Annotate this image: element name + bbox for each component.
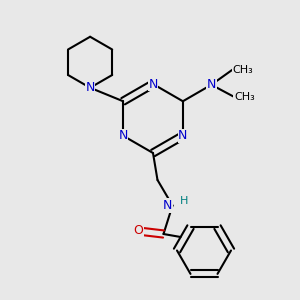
Text: N: N	[207, 78, 216, 91]
Text: CH₃: CH₃	[234, 92, 255, 102]
Text: N: N	[85, 81, 95, 94]
Text: H: H	[180, 196, 188, 206]
Text: N: N	[178, 129, 188, 142]
Text: N: N	[118, 129, 128, 142]
Text: O: O	[133, 224, 143, 238]
Text: N: N	[148, 77, 158, 91]
Text: CH₃: CH₃	[232, 65, 253, 75]
Text: N: N	[163, 199, 172, 212]
